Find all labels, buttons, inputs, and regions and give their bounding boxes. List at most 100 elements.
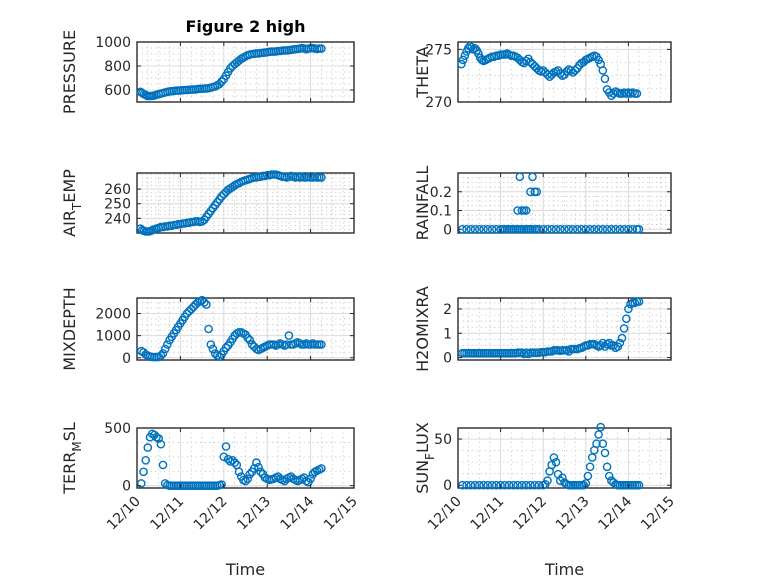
- data-point: [577, 224, 586, 234]
- axes-frame: [136, 41, 355, 103]
- data-point: [156, 439, 166, 449]
- data-point: [221, 343, 231, 353]
- data-point: [466, 224, 476, 234]
- panel-terr_msl: 0 500 12/10 12/11 12/12 12/13 12/14 12/15 TERRMS…: [60, 421, 361, 579]
- y-axis-label-sub: M: [70, 441, 84, 451]
- series-pressure: [136, 43, 326, 101]
- data-point: [558, 473, 567, 483]
- data-point: [551, 457, 561, 467]
- data-point: [284, 331, 294, 340]
- data-point: [483, 480, 493, 490]
- x-tick-label: 12/14: [595, 493, 635, 533]
- x-tick-label: 12/13: [553, 494, 593, 534]
- data-point: [622, 314, 631, 324]
- y-axis-label: AIRTEMP: [60, 169, 84, 237]
- data-point: [184, 306, 194, 316]
- data-point: [254, 462, 263, 472]
- data-point: [182, 309, 192, 318]
- data-point: [600, 448, 610, 458]
- data-point: [509, 480, 518, 490]
- data-point: [551, 224, 561, 234]
- y-axis-label-main: AIR: [60, 210, 79, 237]
- y-tick-label: 0: [443, 222, 452, 238]
- y-tick-label: 800: [104, 59, 131, 75]
- data-point: [602, 462, 612, 472]
- data-point: [604, 338, 614, 348]
- data-point: [458, 55, 468, 65]
- data-point: [243, 333, 252, 343]
- data-point: [217, 480, 226, 489]
- y-tick-label: 275: [425, 42, 452, 58]
- data-point: [634, 224, 644, 234]
- data-point: [515, 172, 525, 182]
- data-point: [585, 224, 595, 234]
- data-point: [598, 439, 608, 449]
- y-tick-label: 240: [104, 211, 131, 227]
- y-tick-label: 2000: [95, 307, 131, 323]
- data-point: [217, 77, 226, 86]
- y-tick-label: 0.2: [430, 185, 452, 201]
- y-tick-label: 260: [104, 182, 131, 198]
- data-point: [607, 224, 616, 234]
- data-point: [491, 480, 501, 490]
- data-point: [619, 324, 629, 333]
- x-tick-label: 12/11: [468, 494, 508, 534]
- data-point: [317, 173, 326, 182]
- series-air_temp: [136, 170, 326, 236]
- data-point: [500, 480, 510, 490]
- data-point: [570, 66, 580, 75]
- data-point: [317, 340, 326, 349]
- panel-h2omixra: 0 1 2 H2OMIXRA: [413, 286, 672, 372]
- chart-title: Figure 2 high: [186, 17, 306, 36]
- data-point: [583, 471, 593, 481]
- data-point: [564, 224, 574, 234]
- data-point: [217, 192, 226, 201]
- data-point: [619, 224, 629, 234]
- data-point: [624, 304, 633, 314]
- panel-pressure: 600 800 1000 PRESSURE Figure 2 high: [60, 17, 355, 114]
- data-point: [219, 189, 229, 199]
- data-point: [202, 300, 211, 309]
- data-point: [513, 480, 522, 490]
- data-point: [197, 216, 207, 226]
- x-tick-label: 12/12: [510, 494, 550, 534]
- axes-frame: [136, 427, 355, 489]
- data-point: [317, 44, 326, 53]
- series-sun_flux: [457, 422, 644, 490]
- data-point: [634, 297, 644, 306]
- x-tick-label: 12/13: [234, 494, 274, 534]
- data-point: [466, 480, 476, 490]
- data-point: [206, 340, 216, 349]
- axes-frame: [136, 297, 355, 361]
- data-point: [215, 352, 224, 362]
- data-point: [243, 474, 252, 484]
- data-point: [487, 224, 497, 234]
- data-point: [592, 439, 601, 449]
- y-axis-label-sub: F: [423, 453, 437, 460]
- data-point: [208, 344, 218, 354]
- data-point: [602, 224, 612, 234]
- y-tick-label: 1000: [95, 329, 131, 345]
- data-point: [526, 187, 535, 197]
- data-point: [547, 460, 557, 470]
- data-point: [470, 224, 480, 234]
- data-point: [543, 476, 552, 485]
- data-point: [186, 304, 196, 314]
- series-h2omixra: [457, 297, 644, 359]
- data-point: [462, 480, 471, 490]
- data-point: [241, 476, 250, 486]
- data-point: [604, 471, 614, 481]
- data-point: [532, 187, 542, 197]
- y-tick-label: 250: [104, 197, 131, 213]
- data-point: [517, 480, 527, 490]
- data-point: [141, 455, 150, 465]
- data-point: [573, 224, 582, 234]
- y-axis-label: THETA: [413, 46, 432, 98]
- data-point: [158, 460, 168, 470]
- y-tick-label: 0.1: [430, 204, 452, 220]
- data-point: [479, 224, 488, 234]
- data-point: [521, 206, 531, 215]
- y-tick-label: 50: [434, 432, 452, 448]
- data-point: [474, 480, 484, 490]
